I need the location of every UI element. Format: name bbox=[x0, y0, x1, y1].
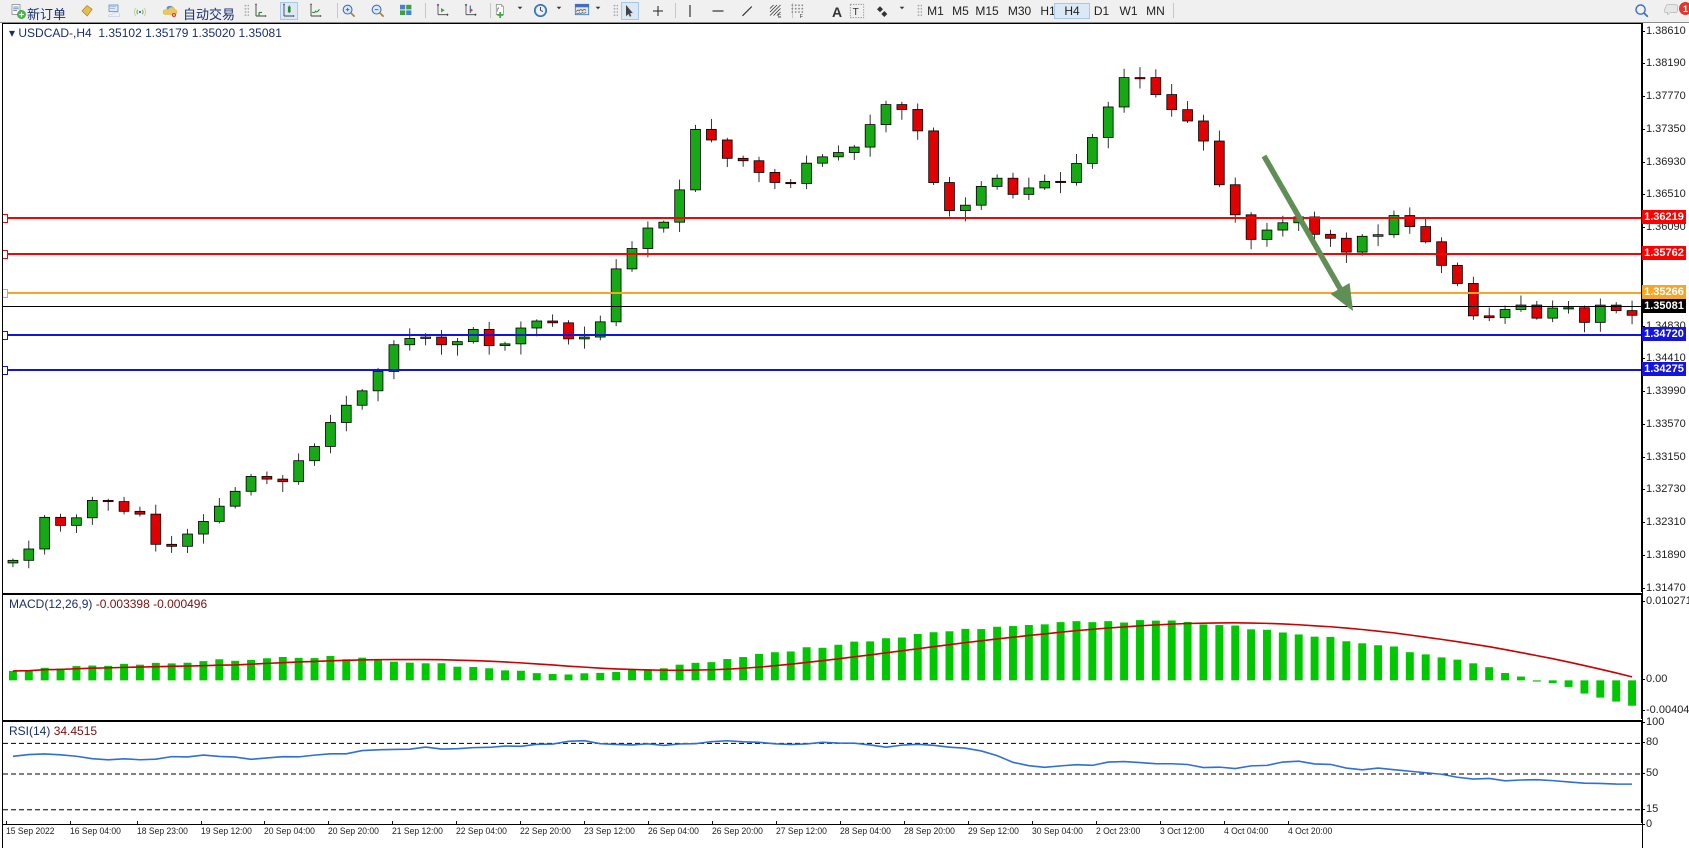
svg-text:E: E bbox=[778, 14, 782, 19]
svg-text:T: T bbox=[853, 7, 859, 18]
svg-text:F: F bbox=[800, 14, 803, 19]
